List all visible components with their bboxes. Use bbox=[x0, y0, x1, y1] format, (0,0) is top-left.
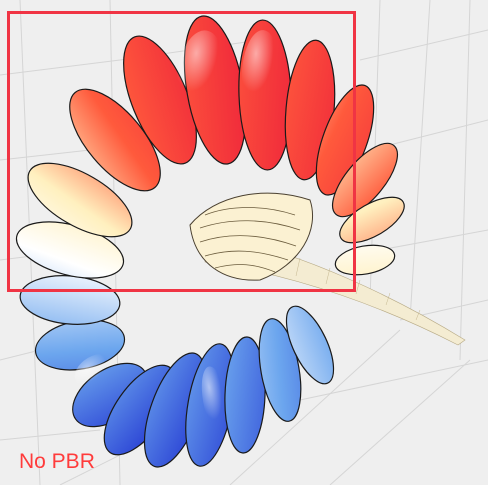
render-mode-label: No PBR bbox=[19, 450, 95, 474]
